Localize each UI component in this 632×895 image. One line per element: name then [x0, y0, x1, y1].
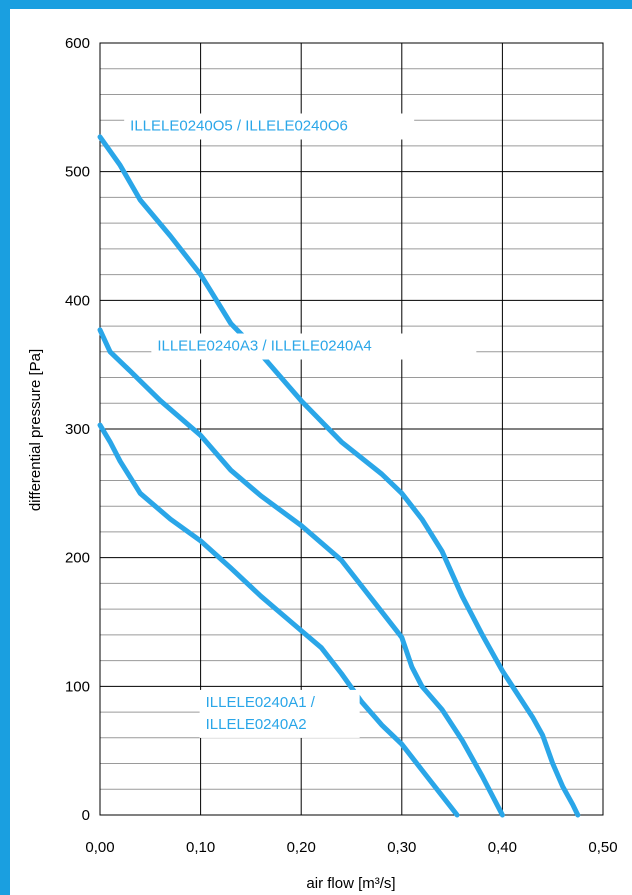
minor-gridlines [100, 68, 603, 790]
series-label: ILLELE0240A3 / ILLELE0240A4 [157, 338, 371, 355]
series-line [97, 422, 460, 818]
series-label-background [199, 689, 360, 738]
y-tick-label: 400 [65, 292, 90, 309]
series-label: ILLELE0240A2 [206, 716, 307, 733]
y-tick-label: 0 [82, 807, 90, 824]
series-lines [97, 134, 581, 818]
series-label: ILLELE0240O5 / ILLELE0240O6 [130, 117, 348, 134]
x-tick-label: 0,20 [287, 839, 316, 856]
series-label-background [151, 333, 477, 360]
x-tick-label: 0,50 [588, 839, 617, 856]
x-tick-label: 0,10 [186, 839, 215, 856]
y-tick-label: 200 [65, 550, 90, 567]
y-tick-label: 100 [65, 678, 90, 695]
x-tick-label: 0,40 [488, 839, 517, 856]
series-line [97, 134, 581, 818]
x-tick-label: 0,00 [85, 839, 114, 856]
series-labels: ILLELE0240O5 / ILLELE0240O6 ILLELE0240A3 … [124, 113, 477, 738]
frame-left-border [0, 0, 10, 895]
y-tick-label: 600 [65, 35, 90, 52]
series-line [97, 327, 505, 818]
y-tick-label: 300 [65, 421, 90, 438]
frame-top-border [0, 0, 632, 9]
x-tick-label: 0,30 [387, 839, 416, 856]
series-label-background [124, 113, 415, 140]
x-axis-title: air flow [m³/s] [306, 875, 395, 892]
y-axis-title: differential pressure [Pa] [27, 349, 44, 511]
series-label: ILLELE0240A1 / [206, 694, 316, 711]
tick-labels: 0 100 200 300 400 500 600 0,00 0,10 0,20 0,30 0,40 0… [65, 35, 618, 856]
y-tick-label: 500 [65, 164, 90, 181]
